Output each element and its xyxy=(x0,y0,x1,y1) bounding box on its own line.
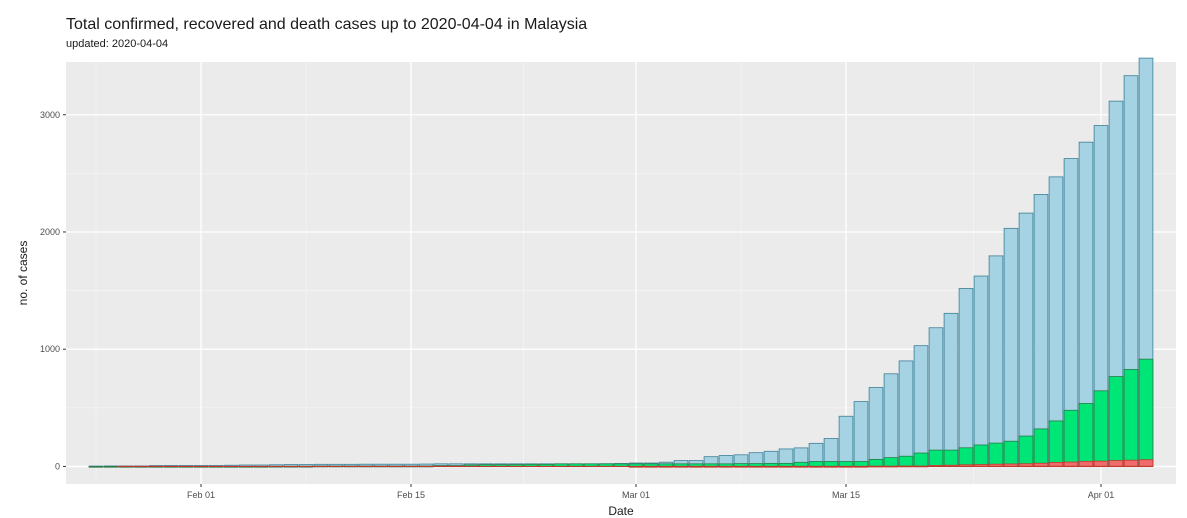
bar-deaths xyxy=(1063,461,1079,467)
y-tick-label: 1000 xyxy=(40,344,60,354)
bar-recovered xyxy=(1093,390,1109,467)
bar-recovered xyxy=(958,447,974,467)
y-tick-label: 2000 xyxy=(40,227,60,237)
y-tick-label: 3000 xyxy=(40,110,60,120)
bar-deaths xyxy=(1078,460,1094,467)
bar-recovered xyxy=(928,449,944,467)
bar-confirmed xyxy=(853,401,869,467)
bar-confirmed xyxy=(988,255,1004,467)
chart-subtitle: updated: 2020-04-04 xyxy=(66,38,169,50)
bar-confirmed xyxy=(973,275,989,467)
bar-recovered xyxy=(1048,420,1064,467)
bar-recovered xyxy=(1003,440,1019,467)
bar-confirmed xyxy=(838,415,854,467)
x-axis-title: Date xyxy=(608,504,634,518)
bar-recovered xyxy=(1078,403,1094,467)
bar-recovered xyxy=(1063,409,1079,467)
bar-recovered xyxy=(1138,358,1154,467)
bar-confirmed xyxy=(928,327,944,467)
bar-confirmed xyxy=(868,387,884,467)
bar-confirmed xyxy=(943,312,959,467)
bar-recovered xyxy=(838,461,854,467)
y-tick-label: 0 xyxy=(55,461,60,471)
bar-deaths xyxy=(1138,459,1154,467)
bar-recovered xyxy=(868,458,884,467)
chart-title: Total confirmed, recovered and death cas… xyxy=(66,16,588,33)
x-tick-label: Mar 01 xyxy=(622,490,650,500)
x-tick-label: Feb 15 xyxy=(397,490,425,500)
y-axis: 0 1000 2000 3000 xyxy=(40,110,66,471)
bar-recovered xyxy=(853,461,869,467)
y-axis-title: no. of cases xyxy=(16,241,30,306)
x-tick-label: Mar 15 xyxy=(832,490,860,500)
bar-confirmed xyxy=(883,373,899,467)
bar-recovered xyxy=(973,444,989,467)
bar-recovered xyxy=(823,461,839,467)
bar-recovered xyxy=(943,449,959,467)
bar-deaths xyxy=(1093,460,1109,467)
bar-recovered xyxy=(103,466,119,468)
bar-recovered xyxy=(1108,376,1124,467)
bar-confirmed xyxy=(1003,227,1019,467)
x-tick-label: Feb 01 xyxy=(187,490,215,500)
bar-recovered xyxy=(793,461,809,467)
bar-confirmed xyxy=(898,360,914,467)
bar-recovered xyxy=(1018,435,1034,467)
bar-recovered xyxy=(898,455,914,467)
bar-confirmed xyxy=(1018,212,1034,467)
bars-layer xyxy=(88,57,1154,468)
bar-recovered xyxy=(988,442,1004,467)
bar-deaths xyxy=(1108,460,1124,467)
bar-recovered xyxy=(883,457,899,467)
bar-recovered xyxy=(1123,369,1139,467)
x-axis: Feb 01 Feb 15 Mar 01 Mar 15 Apr 01 xyxy=(187,484,1114,500)
bar-recovered xyxy=(913,452,929,467)
bar-confirmed xyxy=(958,288,974,467)
bar-confirmed xyxy=(913,345,929,467)
x-tick-label: Apr 01 xyxy=(1088,490,1115,500)
bar-recovered xyxy=(1033,428,1049,467)
bar-recovered xyxy=(808,461,824,467)
bar-deaths xyxy=(1123,459,1139,467)
bar-recovered xyxy=(88,466,104,468)
bar-confirmed xyxy=(1033,194,1049,467)
